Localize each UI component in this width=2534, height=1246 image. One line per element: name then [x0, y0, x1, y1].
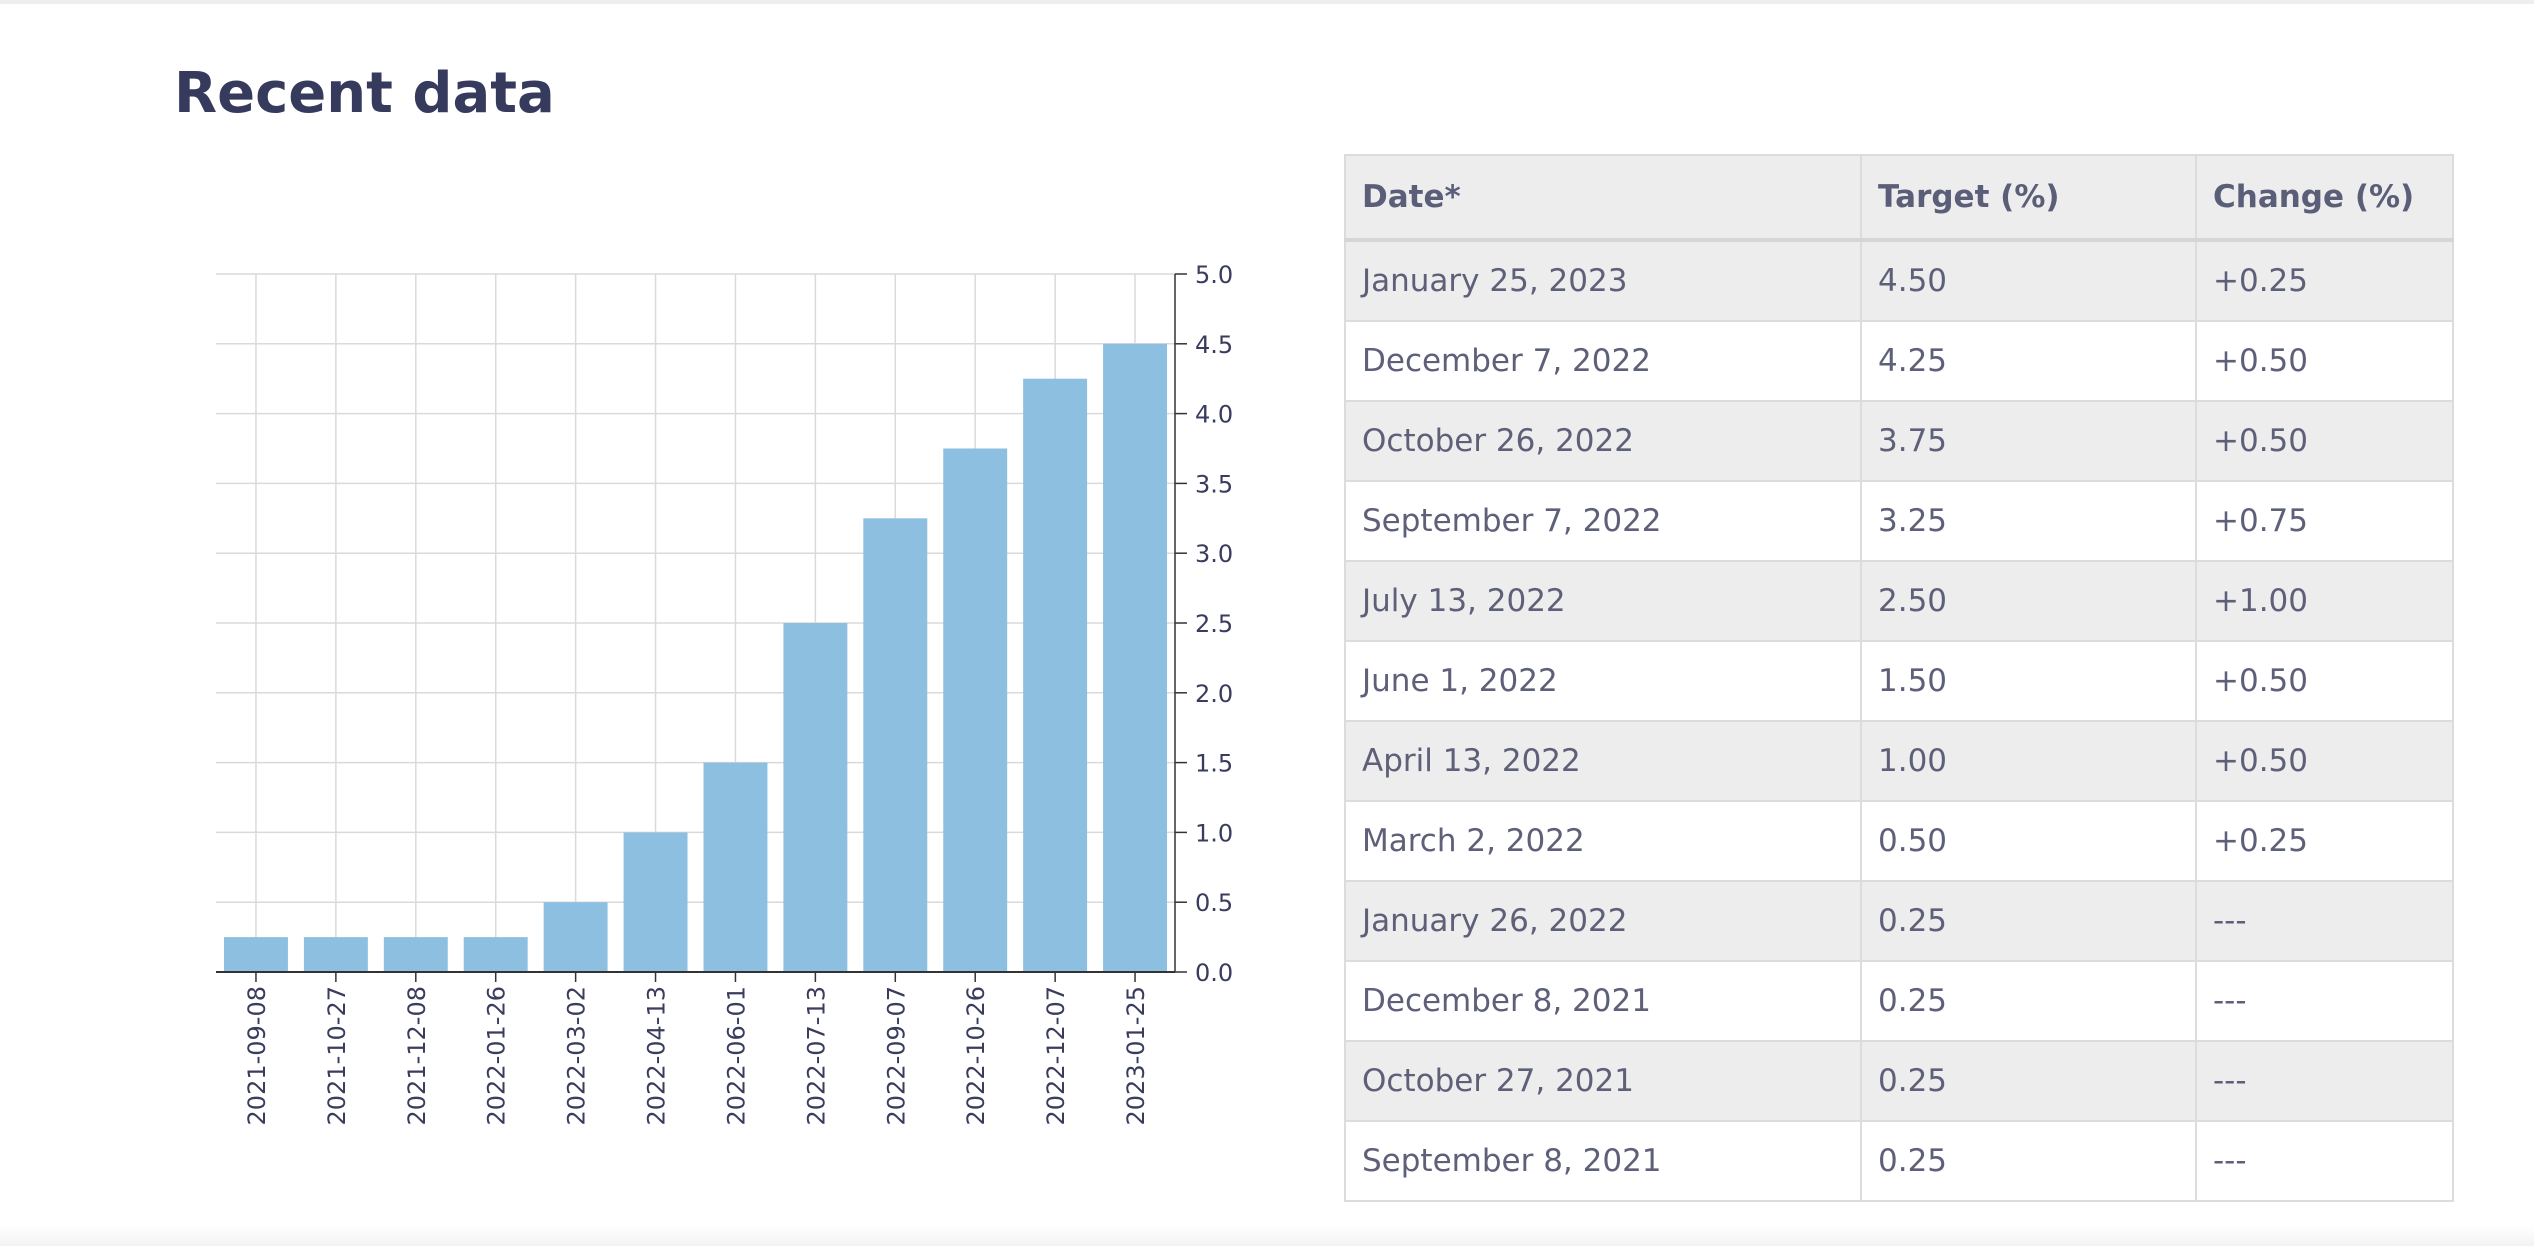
bar-chart: 0.0 0.5 1.0 1.5 2.0 2.5 3.0 3.5 4.0 4.5 5.0 2021-09…: [200, 240, 1300, 1140]
x-tick-label: 2022-01-26: [483, 986, 511, 1125]
cell-date: January 25, 2023: [1344, 239, 1862, 322]
table-row: December 8, 2021 0.25 ---: [1344, 960, 2454, 1042]
cell-change: ---: [2195, 1120, 2454, 1202]
cell-target: 1.00: [1860, 720, 2197, 802]
cell-target: 0.25: [1860, 1040, 2197, 1122]
cell-change: ---: [2195, 1040, 2454, 1122]
bar-chart-svg: 0.0 0.5 1.0 1.5 2.0 2.5 3.0 3.5 4.0 4.5 5.0 2021-09…: [216, 261, 1233, 1125]
x-tick-label: 2023-01-25: [1122, 986, 1150, 1125]
y-tick-label: 2.5: [1195, 610, 1233, 638]
cell-change: +0.25: [2195, 800, 2454, 882]
page-title: Recent data: [174, 61, 555, 126]
bottom-border: [0, 1226, 2534, 1246]
cell-target: 4.25: [1860, 320, 2197, 402]
table-row: October 27, 2021 0.25 ---: [1344, 1040, 2454, 1122]
bar: [783, 623, 848, 972]
y-tick-label: 0.0: [1195, 959, 1233, 987]
table-header-row: Date* Target (%) Change (%): [1344, 154, 2454, 242]
cell-target: 2.50: [1860, 560, 2197, 642]
cell-change: +0.25: [2195, 239, 2454, 322]
x-tick-label: 2022-09-07: [882, 986, 910, 1125]
cell-change: ---: [2195, 880, 2454, 962]
bar: [703, 762, 768, 972]
header-change: Change (%): [2195, 154, 2454, 242]
cell-date: June 1, 2022: [1344, 640, 1862, 722]
bar: [223, 937, 288, 972]
rates-table: Date* Target (%) Change (%) January 25, …: [1344, 154, 2454, 1202]
bar: [863, 518, 928, 972]
table-row: June 1, 2022 1.50 +0.50: [1344, 640, 2454, 722]
cell-target: 0.25: [1860, 960, 2197, 1042]
cell-change: +0.50: [2195, 320, 2454, 402]
bar: [383, 937, 448, 972]
cell-target: 0.25: [1860, 880, 2197, 962]
y-tick-label: 3.5: [1195, 470, 1233, 498]
table-row: January 25, 2023 4.50 +0.25: [1344, 239, 2454, 322]
cell-target: 0.50: [1860, 800, 2197, 882]
top-border: [0, 0, 2534, 4]
cell-change: ---: [2195, 960, 2454, 1042]
cell-date: July 13, 2022: [1344, 560, 1862, 642]
x-tick-label: 2022-04-13: [643, 986, 671, 1125]
header-date: Date*: [1344, 154, 1862, 242]
cell-date: January 26, 2022: [1344, 880, 1862, 962]
bar: [303, 937, 368, 972]
y-tick-label: 4.0: [1195, 401, 1233, 429]
cell-change: +0.75: [2195, 480, 2454, 562]
table-row: April 13, 2022 1.00 +0.50: [1344, 720, 2454, 802]
x-tick-label: 2022-03-02: [563, 986, 591, 1125]
x-tick-label: 2021-09-08: [243, 986, 271, 1125]
x-tick-label: 2022-06-01: [722, 986, 750, 1125]
y-tick-label: 0.5: [1195, 889, 1233, 917]
bar: [543, 902, 608, 972]
cell-change: +0.50: [2195, 400, 2454, 482]
table-row: July 13, 2022 2.50 +1.00: [1344, 560, 2454, 642]
y-tick-label: 4.5: [1195, 331, 1233, 359]
table-row: March 2, 2022 0.50 +0.25: [1344, 800, 2454, 882]
cell-date: March 2, 2022: [1344, 800, 1862, 882]
cell-target: 3.25: [1860, 480, 2197, 562]
cell-date: December 8, 2021: [1344, 960, 1862, 1042]
x-tick-label: 2021-10-27: [323, 986, 351, 1125]
y-tick-label: 5.0: [1195, 261, 1233, 289]
y-tick-label: 1.0: [1195, 819, 1233, 847]
cell-date: September 7, 2022: [1344, 480, 1862, 562]
table-row: January 26, 2022 0.25 ---: [1344, 880, 2454, 962]
cell-date: December 7, 2022: [1344, 320, 1862, 402]
cell-date: September 8, 2021: [1344, 1120, 1862, 1202]
x-tick-label: 2022-07-13: [802, 986, 830, 1125]
cell-change: +0.50: [2195, 720, 2454, 802]
header-target: Target (%): [1860, 154, 2197, 242]
y-tick-label: 3.0: [1195, 540, 1233, 568]
cell-target: 0.25: [1860, 1120, 2197, 1202]
cell-date: April 13, 2022: [1344, 720, 1862, 802]
cell-change: +1.00: [2195, 560, 2454, 642]
y-tick-label: 2.0: [1195, 680, 1233, 708]
y-tick-label: 1.5: [1195, 750, 1233, 778]
bar: [623, 832, 688, 972]
cell-date: October 26, 2022: [1344, 400, 1862, 482]
table-row: December 7, 2022 4.25 +0.50: [1344, 320, 2454, 402]
bar: [463, 937, 528, 972]
cell-target: 1.50: [1860, 640, 2197, 722]
table-row: September 8, 2021 0.25 ---: [1344, 1120, 2454, 1202]
table-row: September 7, 2022 3.25 +0.75: [1344, 480, 2454, 562]
cell-date: October 27, 2021: [1344, 1040, 1862, 1122]
x-tick-label: 2022-10-26: [962, 986, 990, 1125]
x-tick-label: 2022-12-07: [1042, 986, 1070, 1125]
cell-target: 3.75: [1860, 400, 2197, 482]
bar: [1023, 378, 1088, 972]
bar: [1103, 343, 1168, 972]
cell-change: +0.50: [2195, 640, 2454, 722]
cell-target: 4.50: [1860, 239, 2197, 322]
bar: [943, 448, 1008, 972]
x-tick-label: 2021-12-08: [403, 986, 431, 1125]
table-row: October 26, 2022 3.75 +0.50: [1344, 400, 2454, 482]
